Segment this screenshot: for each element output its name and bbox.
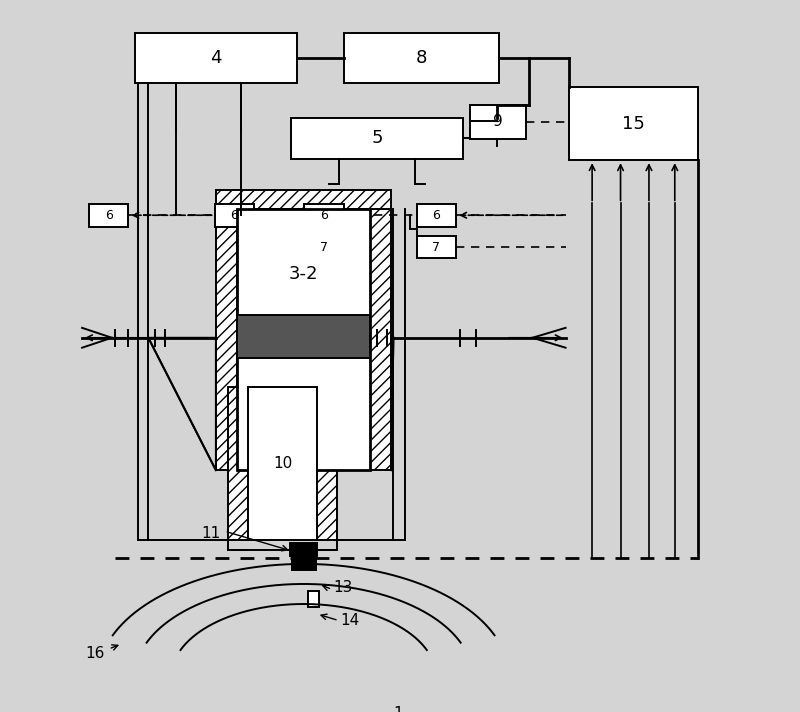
- Bar: [248, 387, 318, 540]
- Bar: [470, 105, 526, 139]
- Bar: [318, 387, 337, 540]
- Bar: [417, 236, 456, 258]
- Text: 6: 6: [105, 209, 113, 221]
- Bar: [417, 204, 456, 226]
- Text: 5: 5: [371, 130, 382, 147]
- Bar: [135, 33, 298, 83]
- Bar: [290, 118, 463, 159]
- Bar: [89, 204, 129, 226]
- Text: 11: 11: [202, 525, 221, 540]
- Text: 6: 6: [230, 209, 238, 221]
- Bar: [216, 190, 391, 209]
- Bar: [216, 209, 237, 470]
- Text: 3-2: 3-2: [289, 265, 318, 283]
- Bar: [214, 204, 254, 226]
- Text: 6: 6: [433, 209, 440, 221]
- Bar: [237, 315, 370, 357]
- Text: 7: 7: [433, 241, 441, 253]
- Text: 8: 8: [416, 49, 427, 67]
- Text: 4: 4: [210, 49, 222, 67]
- Text: 14: 14: [340, 613, 359, 628]
- Text: 6: 6: [320, 209, 328, 221]
- Bar: [290, 543, 317, 556]
- Bar: [304, 204, 344, 226]
- Bar: [304, 236, 344, 258]
- Text: 1: 1: [394, 706, 403, 712]
- Bar: [569, 88, 698, 160]
- Text: 7: 7: [320, 241, 328, 253]
- Text: 13: 13: [334, 580, 353, 595]
- Bar: [228, 387, 248, 540]
- Text: 10: 10: [273, 456, 292, 471]
- Bar: [344, 33, 499, 83]
- Text: 15: 15: [622, 115, 645, 133]
- Bar: [308, 591, 319, 607]
- Text: 9: 9: [493, 115, 502, 130]
- Bar: [292, 545, 315, 570]
- Bar: [237, 209, 370, 470]
- Text: 16: 16: [86, 646, 105, 661]
- Bar: [370, 209, 391, 470]
